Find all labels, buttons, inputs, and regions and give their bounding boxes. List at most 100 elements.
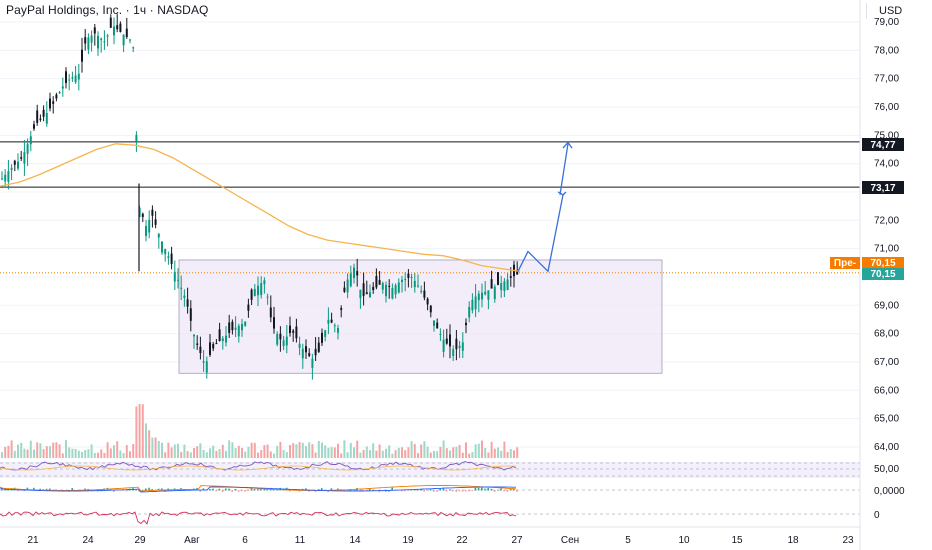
volume-bar (516, 447, 519, 458)
volume-bar (442, 440, 445, 458)
price-tick-label: 77,00 (874, 74, 899, 85)
volume-bar (17, 444, 19, 458)
volume-bar (394, 450, 397, 458)
projection-arrow[interactable] (517, 141, 573, 273)
candle-body (394, 285, 397, 295)
volume-bar (202, 449, 205, 458)
candle-body (135, 134, 138, 142)
volume-bar (477, 443, 480, 458)
volume-bar (231, 442, 234, 458)
candle-body (119, 23, 122, 32)
volume-bar (369, 450, 371, 458)
volume-bar (401, 447, 403, 458)
candle-body (423, 290, 426, 298)
volume-bar (33, 449, 35, 458)
price-tick-label: 68,00 (874, 329, 899, 340)
volume-bar (474, 444, 477, 458)
volume-bar (458, 444, 461, 458)
volume-bar (97, 452, 99, 458)
volume-bar (436, 451, 439, 458)
volume-bar (145, 423, 147, 458)
pre-market-value: 70,15 (870, 258, 895, 269)
date-tick-label: 14 (349, 535, 361, 546)
price-axis[interactable]: 79,00 78,00 77,00 76,00 75,00 74,00 72,00 71,00… (874, 17, 899, 453)
volume-bar (381, 450, 384, 458)
date-tick-label: Сен (561, 535, 579, 546)
candle-body (113, 26, 115, 36)
candle-body (180, 287, 183, 289)
volume-bar (109, 448, 112, 458)
date-tick-label: 22 (456, 535, 468, 546)
candle-body (490, 279, 493, 289)
currency-selector[interactable]: USD (866, 3, 932, 19)
candle-body (321, 332, 323, 343)
volume-bar (426, 446, 429, 458)
current-price-value: 70,15 (870, 269, 895, 280)
volume-bar (324, 445, 327, 458)
volume-bar (503, 441, 506, 458)
price-tick-label: 78,00 (874, 45, 899, 56)
volume-bar (353, 447, 355, 458)
level-tag-lower-text: 73,17 (870, 183, 895, 194)
volume-bar (183, 444, 186, 458)
candle-body (42, 109, 45, 117)
volume-bar (273, 453, 275, 458)
candle-body (458, 345, 461, 348)
volume-bar (180, 452, 183, 458)
candle-body (365, 292, 368, 295)
consolidation-zone[interactable] (178, 259, 663, 374)
volume-bar (161, 442, 163, 458)
symbol-title[interactable]: PayPal Holdings, Inc. · 1ч · NASDAQ (6, 3, 209, 17)
date-axis[interactable]: 21 24 29 Авг 6 11 14 19 22 27 Сен 5 10 15 18 23 (27, 535, 854, 546)
candle-body (442, 339, 445, 352)
candle-body (237, 325, 240, 337)
volume-bar (417, 453, 419, 458)
volume-bar (84, 450, 87, 458)
candle-body (196, 343, 199, 345)
volume-bar (244, 451, 247, 458)
candle-body (378, 280, 381, 285)
candle-body (244, 321, 247, 326)
volume-bar (170, 447, 173, 458)
volume-bar (433, 450, 435, 458)
candle-body (205, 361, 208, 373)
candle-body (109, 17, 112, 28)
candle-body (141, 213, 144, 217)
candle-body (353, 267, 355, 279)
date-tick-label: 11 (295, 535, 306, 546)
candle-body (381, 283, 384, 290)
volume-bar (138, 403, 141, 458)
volume-bar (164, 452, 167, 458)
candle-body (221, 338, 224, 342)
candle-body (369, 292, 371, 298)
candle-body (279, 333, 282, 340)
candle-body (122, 34, 125, 46)
volume-bar (295, 444, 298, 458)
candle-body (298, 343, 301, 348)
candle-body (7, 171, 10, 182)
candle-body (269, 307, 272, 318)
volume-bar (500, 450, 503, 458)
volume-bar (228, 440, 231, 458)
candle-body (397, 282, 400, 293)
macd-pane (0, 485, 860, 493)
candle-body (132, 47, 135, 49)
date-tick-label: 18 (787, 535, 799, 546)
volume-bar (74, 448, 77, 458)
candle-body (212, 344, 215, 349)
oscillator-line (0, 511, 517, 525)
candle-body (273, 317, 275, 329)
volume-bar (506, 452, 509, 458)
candle-body (145, 225, 147, 236)
candle-body (340, 308, 343, 310)
oscillator-pane (0, 511, 860, 525)
volume-bar (439, 446, 442, 458)
candle-body (445, 338, 448, 344)
volume-bar (337, 443, 339, 458)
macd-axis-tick: 0,0000 (874, 486, 905, 497)
volume-bar (359, 452, 362, 458)
volume-bar (250, 442, 253, 458)
candle-body (247, 304, 250, 311)
price-tick-label: 75,00 (874, 130, 899, 141)
